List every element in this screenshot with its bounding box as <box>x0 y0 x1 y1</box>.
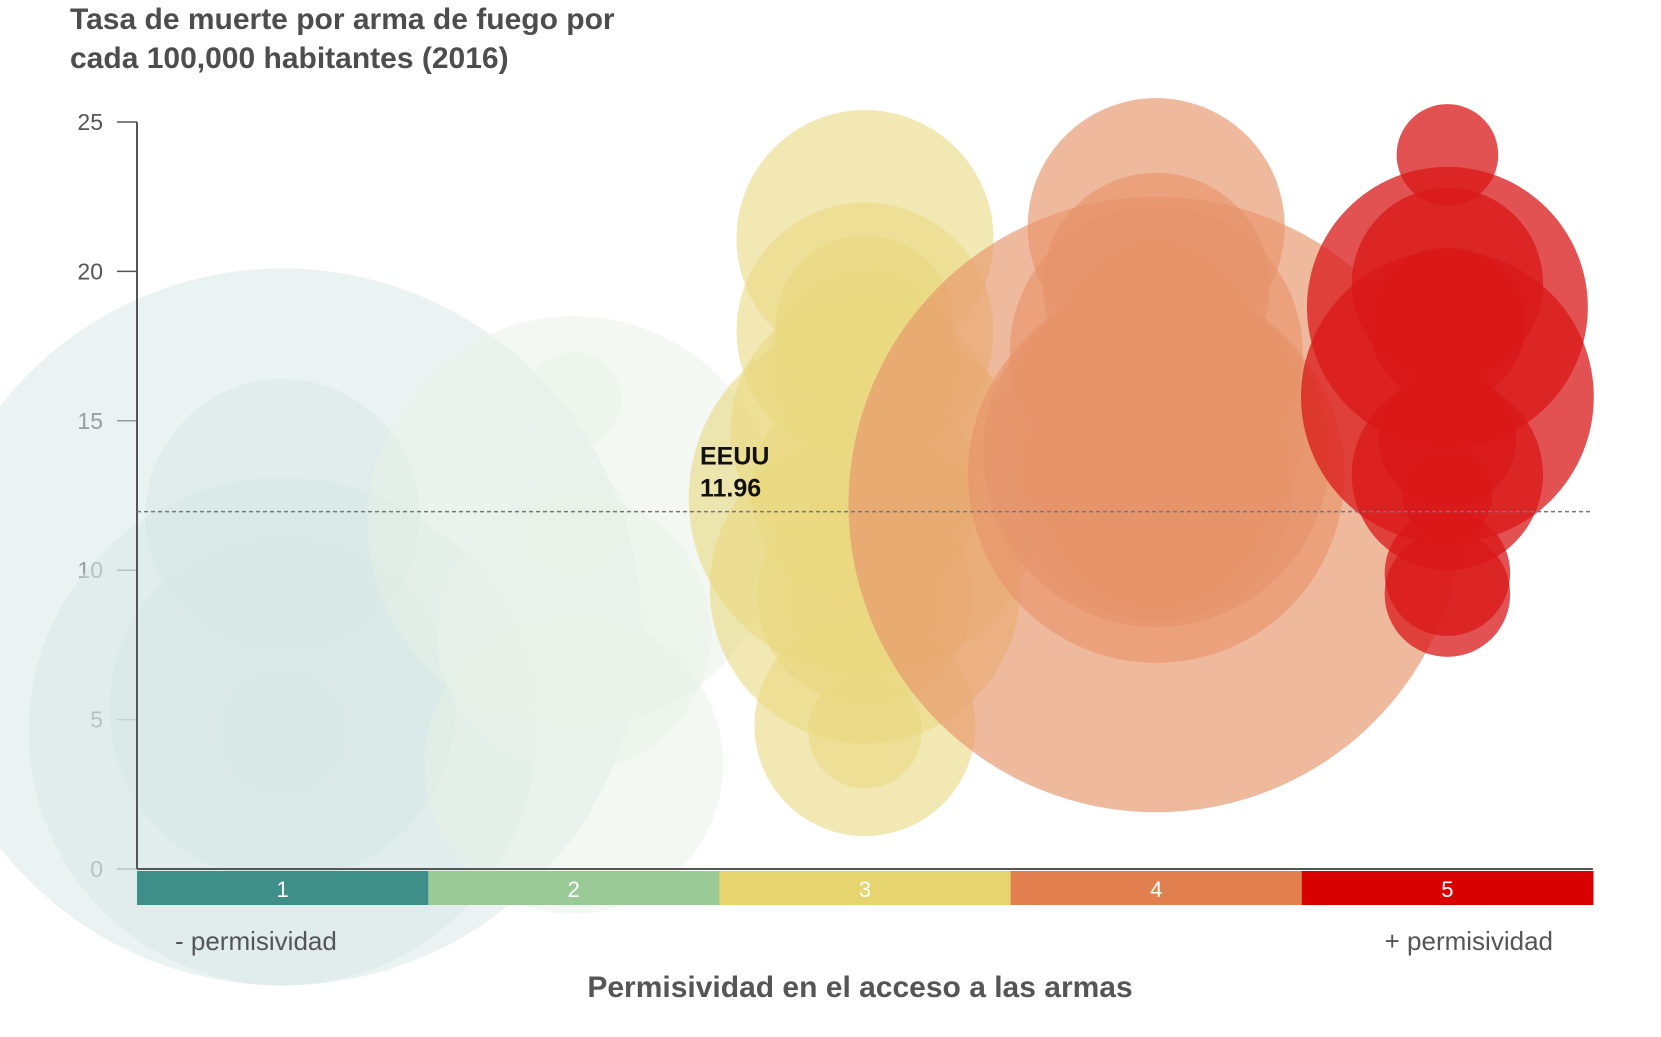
bubble-cat-5 <box>1384 531 1511 657</box>
bubble-cat-5 <box>1402 450 1493 541</box>
bubble-cat-2 <box>436 495 712 771</box>
category-band-3 <box>719 871 1012 905</box>
reference-value: 11.96 <box>700 475 761 503</box>
category-bands: 1 2 3 4 5 <box>137 871 1594 905</box>
bubble-cat-4 <box>1090 259 1222 391</box>
bubble-cat-2 <box>525 352 622 448</box>
category-label-3: 3 <box>859 877 871 902</box>
y-tick-label: 25 <box>77 109 103 135</box>
chart-title: Tasa de muerte por arma de fuego por cad… <box>70 0 770 78</box>
bubble-layer <box>0 98 1594 986</box>
y-tick-label: 20 <box>77 258 103 284</box>
category-band-4 <box>1010 871 1303 905</box>
x-axis-title: Permisividad en el acceso a las armas <box>587 971 1132 1004</box>
bubble-cat-3 <box>808 674 922 789</box>
bubble-cat-4 <box>1108 465 1205 562</box>
category-label-2: 2 <box>568 877 580 902</box>
bubble-cat-5 <box>1396 104 1499 206</box>
category-band-1 <box>137 871 429 905</box>
chart-title-line-1: Tasa de muerte por arma de fuego por <box>70 3 615 36</box>
bubble-cat-1 <box>145 378 421 654</box>
category-band-2 <box>428 871 720 905</box>
x-label-left: - permisividad <box>175 926 337 956</box>
bubble-cat-5 <box>1405 310 1490 394</box>
category-label-4: 4 <box>1150 877 1162 902</box>
bubble-cat-2 <box>520 468 628 577</box>
category-label-1: 1 <box>276 877 288 902</box>
x-label-right: + permisividad <box>1385 926 1553 956</box>
category-label-5: 5 <box>1441 877 1453 902</box>
bubble-cat-1 <box>216 665 349 798</box>
category-band-5 <box>1301 871 1594 905</box>
reference-label: EEUU <box>700 443 769 471</box>
chart-title-line-2: cada 100,000 habitantes (2016) <box>70 42 509 75</box>
